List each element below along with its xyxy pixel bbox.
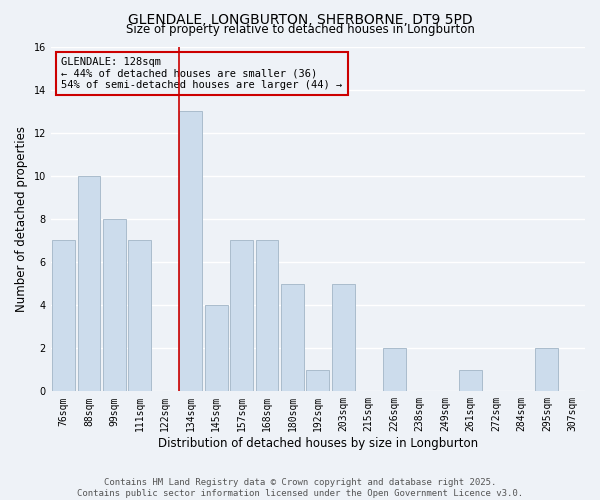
X-axis label: Distribution of detached houses by size in Longburton: Distribution of detached houses by size … — [158, 437, 478, 450]
Text: Size of property relative to detached houses in Longburton: Size of property relative to detached ho… — [125, 24, 475, 36]
Bar — [52, 240, 75, 392]
Bar — [128, 240, 151, 392]
Bar — [281, 284, 304, 392]
Bar — [205, 305, 227, 392]
Bar — [103, 219, 126, 392]
Bar — [307, 370, 329, 392]
Y-axis label: Number of detached properties: Number of detached properties — [15, 126, 28, 312]
Bar — [459, 370, 482, 392]
Bar — [179, 111, 202, 392]
Bar — [383, 348, 406, 392]
Bar — [230, 240, 253, 392]
Text: GLENDALE, LONGBURTON, SHERBORNE, DT9 5PD: GLENDALE, LONGBURTON, SHERBORNE, DT9 5PD — [128, 12, 472, 26]
Bar — [332, 284, 355, 392]
Text: Contains HM Land Registry data © Crown copyright and database right 2025.
Contai: Contains HM Land Registry data © Crown c… — [77, 478, 523, 498]
Text: GLENDALE: 128sqm
← 44% of detached houses are smaller (36)
54% of semi-detached : GLENDALE: 128sqm ← 44% of detached house… — [61, 57, 343, 90]
Bar — [535, 348, 558, 392]
Bar — [77, 176, 100, 392]
Bar — [256, 240, 278, 392]
